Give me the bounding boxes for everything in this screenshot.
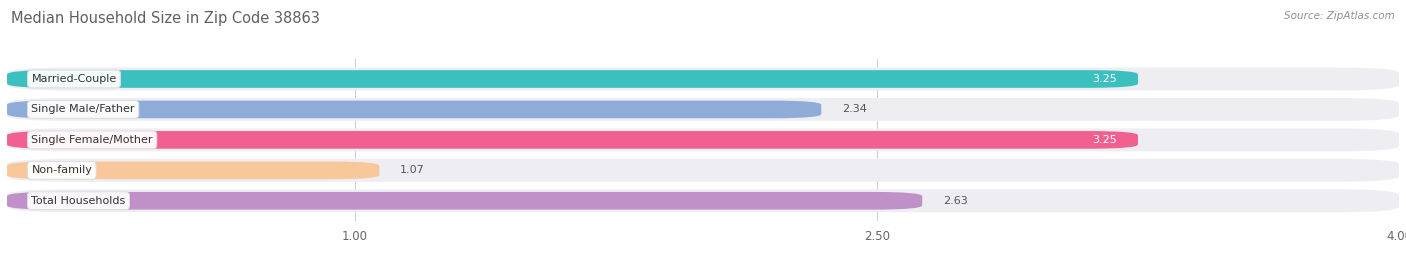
FancyBboxPatch shape	[7, 161, 380, 179]
FancyBboxPatch shape	[7, 129, 1399, 151]
Text: Non-family: Non-family	[31, 165, 93, 175]
FancyBboxPatch shape	[7, 101, 821, 118]
Text: 1.07: 1.07	[401, 165, 425, 175]
Text: 2.63: 2.63	[943, 196, 967, 206]
Text: Median Household Size in Zip Code 38863: Median Household Size in Zip Code 38863	[11, 11, 321, 26]
FancyBboxPatch shape	[7, 159, 1399, 182]
Text: Source: ZipAtlas.com: Source: ZipAtlas.com	[1284, 11, 1395, 21]
FancyBboxPatch shape	[7, 189, 1399, 212]
FancyBboxPatch shape	[7, 70, 1137, 88]
FancyBboxPatch shape	[7, 192, 922, 210]
Text: Single Male/Father: Single Male/Father	[31, 104, 135, 114]
Text: Married-Couple: Married-Couple	[31, 74, 117, 84]
FancyBboxPatch shape	[7, 68, 1399, 90]
Text: 3.25: 3.25	[1092, 74, 1118, 84]
Text: 2.34: 2.34	[842, 104, 868, 114]
Text: 3.25: 3.25	[1092, 135, 1118, 145]
Text: Single Female/Mother: Single Female/Mother	[31, 135, 153, 145]
Text: Total Households: Total Households	[31, 196, 125, 206]
FancyBboxPatch shape	[7, 131, 1137, 149]
FancyBboxPatch shape	[7, 98, 1399, 121]
